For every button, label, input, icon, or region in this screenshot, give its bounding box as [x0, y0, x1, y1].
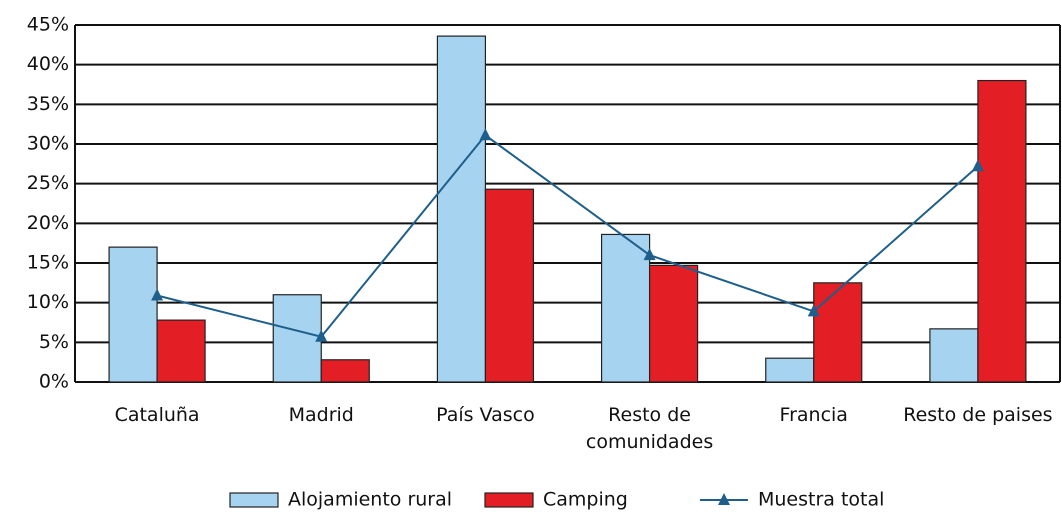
y-tick-label: 45%: [27, 14, 69, 36]
bar: [156, 319, 206, 383]
legend-label: Alojamiento rural: [288, 489, 452, 511]
bar: [484, 188, 535, 383]
line-marker: [643, 248, 656, 261]
bar: [272, 294, 322, 383]
y-tick-label: 20%: [27, 212, 69, 234]
y-tick-label: 30%: [27, 133, 69, 155]
line-marker: [807, 304, 820, 317]
bar: [320, 359, 370, 383]
line-marker: [971, 159, 984, 172]
bar: [929, 328, 979, 383]
x-tick-label: Cataluña: [114, 404, 200, 426]
line-marker: [479, 128, 492, 141]
y-tick-label: 40%: [27, 53, 69, 75]
bar: [813, 282, 863, 383]
legend-label: Muestra total: [758, 489, 884, 511]
x-tick-label: Resto de paises: [903, 404, 1053, 426]
x-tick-label: Francia: [779, 404, 848, 426]
legend-swatch: [229, 492, 279, 508]
line-marker: [315, 329, 328, 342]
bar: [108, 246, 158, 383]
y-tick-label: 10%: [27, 291, 69, 313]
x-tick-label: Resto de comunidades: [585, 404, 714, 453]
legend-label: Camping: [543, 489, 628, 511]
x-tick-label: Madrid: [288, 404, 354, 426]
y-tick-label: 5%: [39, 331, 69, 353]
bar: [600, 233, 651, 383]
y-tick-label: 25%: [27, 172, 69, 194]
line-marker: [151, 288, 164, 301]
y-tick-label: 0%: [39, 371, 69, 393]
line-series: [156, 133, 979, 338]
legend-marker: [718, 493, 730, 505]
legend-swatch: [484, 492, 534, 508]
y-tick-label: 35%: [27, 93, 69, 115]
bar: [436, 35, 487, 383]
y-tick-label: 15%: [27, 252, 69, 274]
bar: [648, 264, 699, 383]
bar: [765, 357, 815, 383]
x-tick-label: País Vasco: [436, 404, 535, 426]
bar: [977, 79, 1027, 383]
